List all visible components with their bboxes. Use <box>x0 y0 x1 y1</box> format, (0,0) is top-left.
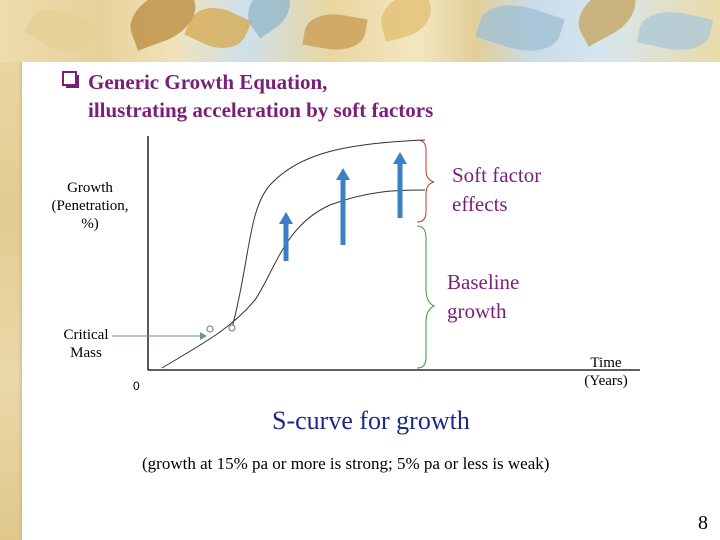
y-axis-label-line: %) <box>81 216 99 232</box>
critical-mass-label-line: Mass <box>70 345 102 361</box>
y-axis-label: Growth (Penetration, %) <box>40 179 140 233</box>
page-number: 8 <box>698 512 708 534</box>
left-decorative-strip <box>0 0 22 540</box>
critical-mass-point <box>228 324 236 332</box>
critical-mass-label-line: Critical <box>63 327 109 343</box>
bullet-icon <box>62 71 79 88</box>
critical-mass-arrowhead <box>200 332 207 340</box>
soft-factor-brace <box>416 139 435 223</box>
title-line-1: Generic Growth Equation, <box>88 70 328 94</box>
soft-factor-label-line: effects <box>452 192 508 216</box>
accelerated-s-curve <box>231 139 426 329</box>
diagram-caption: S-curve for growth <box>272 406 470 435</box>
soft-factor-arrowhead <box>393 152 407 164</box>
title-line-2: illustrating acceleration by soft factor… <box>88 98 434 122</box>
y-axis-label-line: Growth <box>67 180 113 196</box>
baseline-s-curve <box>161 189 426 369</box>
soft-factor-arrowhead <box>336 168 350 180</box>
soft-factor-label-line: Soft factor <box>452 163 542 187</box>
baseline-growth-label: Baseline growth <box>447 268 519 326</box>
baseline-growth-label-line: Baseline <box>447 270 520 294</box>
baseline-growth-label-line: growth <box>447 299 507 323</box>
baseline-brace <box>416 225 436 369</box>
x-axis-label-line: Time <box>590 355 622 371</box>
y-axis-label-line: (Penetration, <box>51 198 129 214</box>
origin-label: 0 <box>133 379 140 393</box>
soft-factor-label: Soft factor effects <box>452 161 541 219</box>
top-decorative-banner <box>0 0 720 62</box>
x-axis-label-line: (Years) <box>584 373 628 389</box>
soft-factor-arrowhead <box>279 212 293 224</box>
critical-mass-label: Critical Mass <box>36 326 136 362</box>
diagram-subcaption: (growth at 15% pa or more is strong; 5% … <box>142 454 550 473</box>
x-axis-label: Time (Years) <box>566 354 646 390</box>
critical-mass-point <box>206 325 214 333</box>
